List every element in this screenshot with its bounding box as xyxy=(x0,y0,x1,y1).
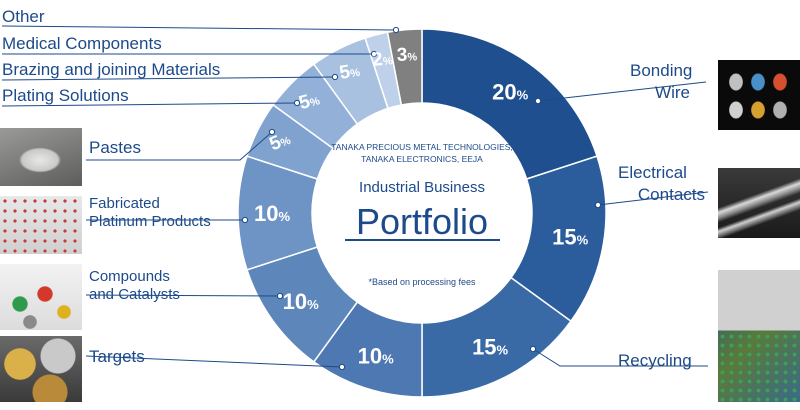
pct-label-fabricated-platinum-products: 10% xyxy=(254,201,290,226)
leader-dot-plating-solutions xyxy=(293,99,301,107)
company-line-1: TANAKA PRECIOUS METAL TECHNOLOGIES, xyxy=(331,142,513,152)
leader-dot-electrical-contacts xyxy=(594,201,602,209)
category-label-electrical-contacts-line-2: Contacts xyxy=(638,185,705,204)
leader-line-electrical-contacts xyxy=(597,191,709,206)
category-label-compounds-and-catalysts-line-2: and Catalysts xyxy=(89,286,180,303)
company-line-2: TANAKA ELECTRONICS, EEJA xyxy=(361,154,483,164)
leader-dot-brazing-and-joining-materials xyxy=(331,73,339,81)
leader-dot-bonding-wire xyxy=(534,97,542,105)
pct-label-plating-solutions: 5% xyxy=(297,88,322,114)
leader-line-pastes xyxy=(86,131,273,161)
leader-dot-recycling xyxy=(529,345,537,353)
leader-line-bonding-wire xyxy=(537,81,707,102)
chart-title: Portfolio xyxy=(356,201,488,242)
pct-label-electrical-contacts: 15% xyxy=(552,224,588,249)
pct-label-brazing-and-joining-materials: 5% xyxy=(338,60,362,84)
category-label-compounds-and-catalysts-line-1: Compounds xyxy=(89,268,170,285)
pct-label-medical-components: 2% xyxy=(371,48,393,71)
pastes-photo xyxy=(0,128,82,186)
category-label-fabricated-platinum-products-line-2: Platinum Products xyxy=(89,213,211,230)
targets-photo xyxy=(0,336,82,402)
leader-line-compounds-and-catalysts xyxy=(85,294,281,297)
pct-label-recycling: 15% xyxy=(472,335,508,360)
chart-note: *Based on processing fees xyxy=(368,277,476,287)
pct-label-other: 3% xyxy=(396,44,417,66)
pct-label-targets: 10% xyxy=(358,344,394,369)
category-label-plating-solutions: Plating Solutions xyxy=(2,86,129,105)
leader-line-plating-solutions xyxy=(1,102,298,107)
leader-dot-pastes xyxy=(268,128,276,136)
category-label-pastes: Pastes xyxy=(89,138,141,157)
compounds-photo xyxy=(0,264,82,330)
leader-line-targets xyxy=(85,355,343,368)
category-label-recycling: Recycling xyxy=(618,351,692,370)
chart-subtitle: Industrial Business xyxy=(359,179,485,196)
leader-dot-targets xyxy=(338,363,346,371)
category-label-brazing-and-joining-materials: Brazing and joining Materials xyxy=(2,60,220,79)
pct-label-bonding-wire: 20% xyxy=(492,80,528,105)
platinum-photo xyxy=(0,196,82,254)
leader-dot-fabricated-platinum-products xyxy=(241,216,249,224)
category-label-targets: Targets xyxy=(89,347,145,366)
leader-dot-medical-components xyxy=(370,50,378,58)
category-label-fabricated-platinum-products-line-1: Fabricated xyxy=(89,195,160,212)
slice-bonding-wire xyxy=(421,28,598,180)
recycling-photo xyxy=(718,270,800,402)
leader-line-other xyxy=(1,25,397,31)
leader-dot-compounds-and-catalysts xyxy=(276,292,284,300)
pct-label-pastes: 5% xyxy=(267,128,294,155)
bonding-wire-photo xyxy=(718,60,800,130)
category-label-electrical-contacts-line-1: Electrical xyxy=(618,163,687,182)
electrical-contacts-photo xyxy=(718,168,800,238)
category-label-bonding-wire-line-1: Bonding xyxy=(630,61,692,80)
pct-label-compounds-and-catalysts: 10% xyxy=(283,289,319,314)
category-label-other: Other xyxy=(2,7,45,26)
leader-dot-other xyxy=(392,26,400,34)
leader-line-recycling xyxy=(532,348,708,367)
leader-line-brazing-and-joining-materials xyxy=(1,76,336,81)
category-label-bonding-wire-line-2: Wire xyxy=(655,83,690,102)
category-label-medical-components: Medical Components xyxy=(2,34,162,53)
